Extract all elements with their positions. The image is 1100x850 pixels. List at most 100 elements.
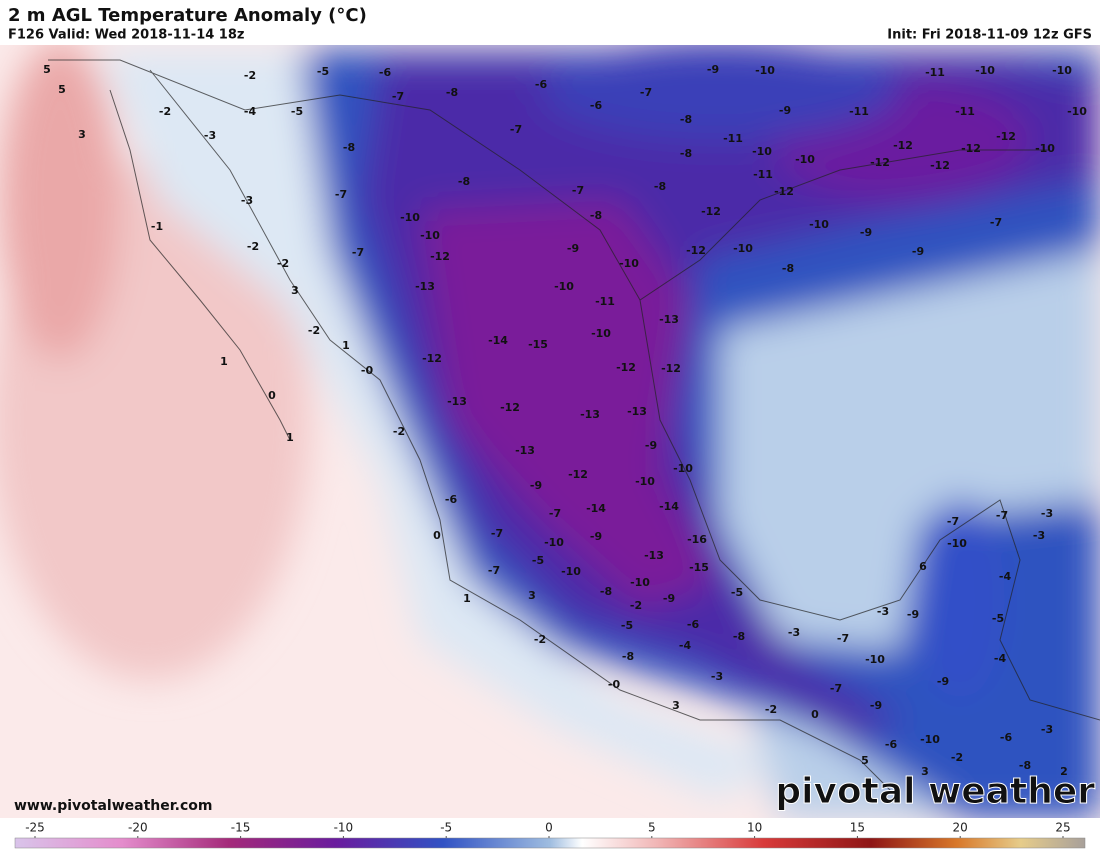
anomaly-label: -12: [701, 205, 721, 218]
anomaly-label: -10: [673, 462, 693, 475]
colorbar-tick-label: -25: [25, 821, 45, 835]
anomaly-label: -7: [488, 564, 500, 577]
anomaly-label: 3: [78, 128, 86, 141]
anomaly-label: -8: [733, 630, 745, 643]
anomaly-label: -9: [779, 104, 791, 117]
anomaly-label: -10: [630, 576, 650, 589]
anomaly-label: -10: [1052, 64, 1072, 77]
anomaly-label: -3: [877, 605, 889, 618]
anomaly-label: -7: [549, 507, 561, 520]
anomaly-label: -8: [622, 650, 634, 663]
anomaly-label: -10: [809, 218, 829, 231]
anomaly-label: 0: [811, 708, 819, 721]
anomaly-label: -8: [782, 262, 794, 275]
valid-time: F126 Valid: Wed 2018-11-14 18z: [8, 28, 244, 43]
anomaly-label: -3: [204, 129, 216, 142]
anomaly-label: -10: [920, 733, 940, 746]
anomaly-label: -9: [530, 479, 542, 492]
anomaly-label: -5: [291, 105, 303, 118]
anomaly-label: -12: [616, 361, 636, 374]
anomaly-label: -2: [247, 240, 259, 253]
anomaly-label: -10: [561, 565, 581, 578]
anomaly-label: -10: [733, 242, 753, 255]
colorbar-tick-label: -15: [231, 821, 251, 835]
anomaly-label: -6: [379, 66, 392, 79]
anomaly-label: -3: [711, 670, 723, 683]
anomaly-label: -12: [661, 362, 681, 375]
init-time: Init: Fri 2018-11-09 12z GFS: [887, 28, 1092, 43]
anomaly-label: -9: [860, 226, 872, 239]
anomaly-label: -12: [996, 130, 1016, 143]
anomaly-label: 5: [861, 754, 869, 767]
anomaly-label: -6: [445, 493, 458, 506]
anomaly-label: -1: [151, 220, 163, 233]
anomaly-label: -7: [352, 246, 364, 259]
colorbar-tick-label: 10: [747, 821, 762, 835]
anomaly-label: -10: [947, 537, 967, 550]
anomaly-label: -10: [635, 475, 655, 488]
anomaly-label: -10: [865, 653, 885, 666]
anomaly-label: -13: [659, 313, 679, 326]
anomaly-label: -10: [591, 327, 611, 340]
anomaly-label: -8: [458, 175, 470, 188]
anomaly-label: -9: [907, 608, 919, 621]
anomaly-label: -13: [447, 395, 467, 408]
anomaly-label: -15: [528, 338, 548, 351]
anomaly-label: -3: [1041, 507, 1053, 520]
anomaly-label: -12: [686, 244, 706, 257]
anomaly-label: -9: [707, 63, 719, 76]
anomaly-label: -7: [572, 184, 584, 197]
anomaly-label: 0: [268, 389, 276, 402]
anomaly-label: -10: [544, 536, 564, 549]
anomaly-label: -7: [510, 123, 522, 136]
anomaly-label: -13: [627, 405, 647, 418]
anomaly-label: -14: [488, 334, 508, 347]
anomaly-label: -4: [244, 105, 257, 118]
anomaly-label: -16: [687, 533, 707, 546]
anomaly-label: 0: [433, 529, 441, 542]
anomaly-label: -8: [680, 147, 692, 160]
anomaly-label: -6: [590, 99, 603, 112]
anomaly-label: -9: [937, 675, 949, 688]
anomaly-label: 1: [463, 592, 471, 605]
anomaly-label: -10: [619, 257, 639, 270]
anomaly-label: -5: [317, 65, 329, 78]
anomaly-label: 6: [919, 560, 927, 573]
anomaly-label: -10: [755, 64, 775, 77]
anomaly-label: -5: [621, 619, 633, 632]
anomaly-label: -11: [849, 105, 869, 118]
logo: pivotal weather: [775, 771, 1095, 812]
anomaly-label: -9: [567, 242, 579, 255]
anomaly-label: -2: [393, 425, 405, 438]
anomaly-label: -3: [1041, 723, 1053, 736]
colorbar: [14, 837, 1086, 849]
anomaly-label: -2: [244, 69, 256, 82]
anomaly-label: -2: [951, 751, 963, 764]
colorbar-tick-label: 20: [953, 821, 968, 835]
anomaly-label: -13: [415, 280, 435, 293]
colorbar-tick-label: 5: [648, 821, 656, 835]
anomaly-label: -11: [723, 132, 743, 145]
anomaly-label: -10: [752, 145, 772, 158]
anomaly-label: -7: [996, 509, 1008, 522]
anomaly-label: -12: [930, 159, 950, 172]
anomaly-label: -12: [961, 142, 981, 155]
anomaly-label: -7: [640, 86, 652, 99]
colorbar-tick-label: -10: [334, 821, 354, 835]
anomaly-label: -8: [680, 113, 692, 126]
anomaly-label: -7: [335, 188, 347, 201]
anomaly-label: -2: [630, 599, 642, 612]
anomaly-label: 2: [1060, 765, 1068, 778]
anomaly-label: -8: [654, 180, 666, 193]
anomaly-label: 3: [921, 765, 929, 778]
anomaly-label: -10: [795, 153, 815, 166]
anomaly-label: -13: [580, 408, 600, 421]
anomaly-label: -12: [568, 468, 588, 481]
colorbar-tick-label: 15: [850, 821, 865, 835]
anomaly-label: 1: [286, 431, 294, 444]
anomaly-label: 3: [291, 284, 299, 297]
anomaly-label: -7: [947, 515, 959, 528]
anomaly-label: -8: [446, 86, 458, 99]
anomaly-label: -8: [343, 141, 355, 154]
